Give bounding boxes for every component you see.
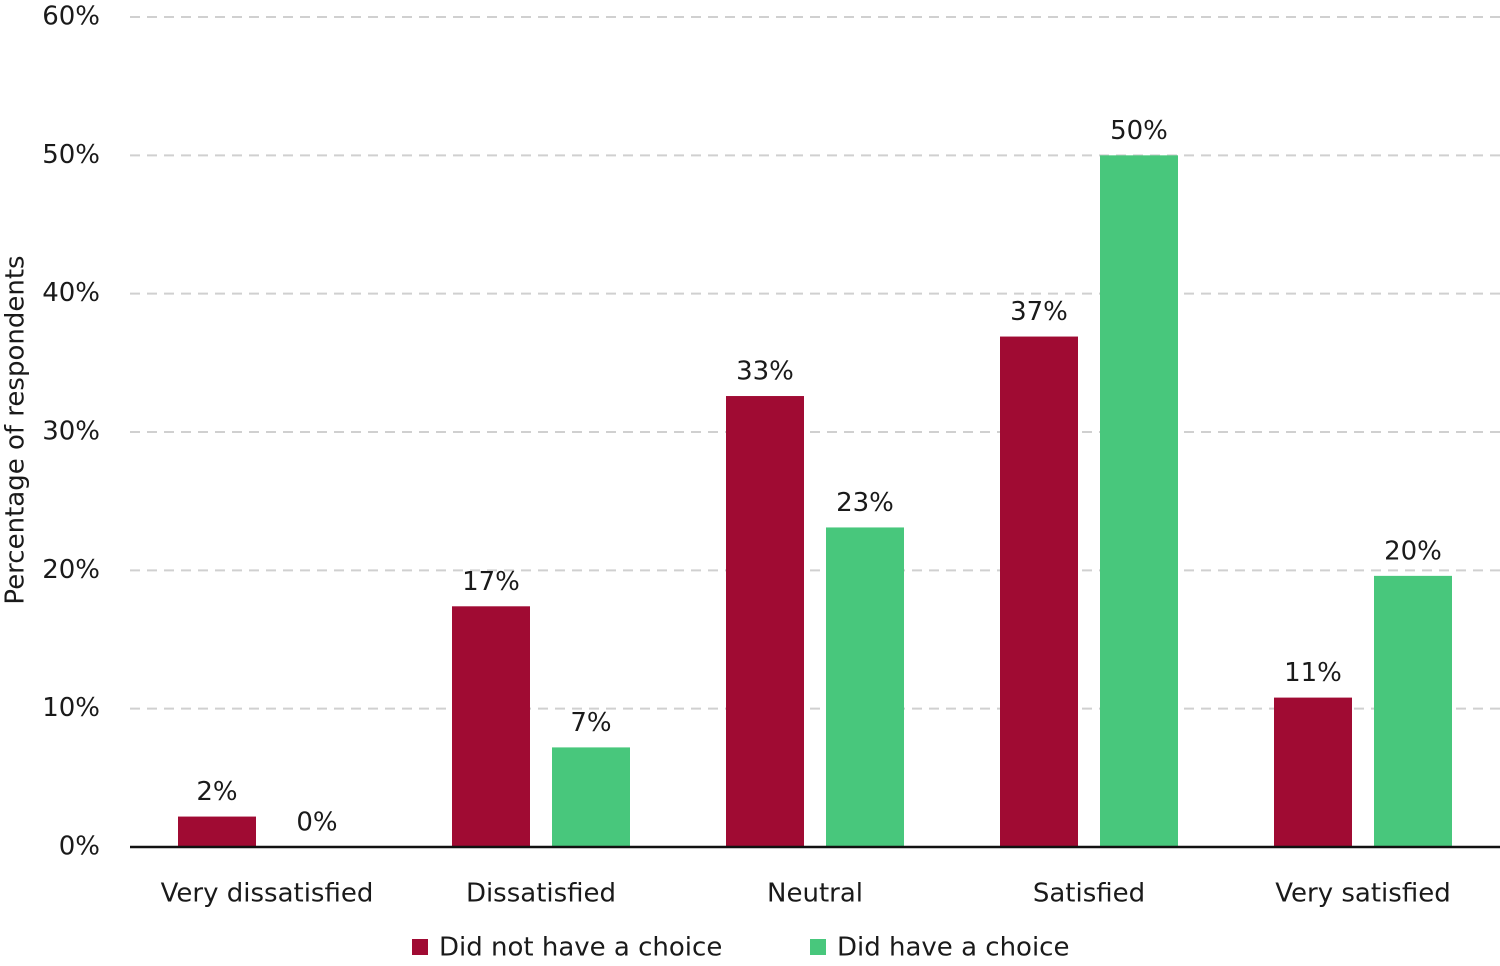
bar bbox=[1100, 155, 1178, 848]
bar bbox=[552, 747, 630, 847]
bar bbox=[1000, 336, 1078, 847]
y-tick-label: 0% bbox=[59, 832, 100, 862]
data-label: 11% bbox=[1284, 658, 1342, 688]
data-label: 33% bbox=[736, 357, 794, 387]
data-label: 37% bbox=[1010, 297, 1068, 327]
data-label: 23% bbox=[836, 488, 894, 518]
x-tick-label: Very satisfied bbox=[1275, 879, 1450, 909]
y-tick-label: 40% bbox=[42, 278, 100, 308]
y-tick-label: 20% bbox=[42, 555, 100, 585]
legend-label: Did have a choice bbox=[837, 933, 1069, 963]
y-axis-label: Percentage of respondents bbox=[1, 255, 31, 604]
x-tick-label: Satisfied bbox=[1033, 879, 1145, 909]
legend-swatch bbox=[810, 939, 826, 955]
bar bbox=[1374, 575, 1452, 847]
bar bbox=[1274, 697, 1352, 847]
data-label: 17% bbox=[462, 567, 520, 597]
y-tick-label: 10% bbox=[42, 693, 100, 723]
y-tick-label: 50% bbox=[42, 140, 100, 170]
x-tick-label: Dissatisfied bbox=[466, 879, 616, 909]
y-tick-label: 30% bbox=[42, 417, 100, 447]
bar bbox=[178, 816, 256, 847]
data-label: 7% bbox=[570, 708, 611, 738]
bar bbox=[726, 396, 804, 847]
x-tick-label: Neutral bbox=[767, 879, 863, 909]
data-label: 20% bbox=[1384, 536, 1442, 566]
data-label: 50% bbox=[1110, 116, 1168, 146]
data-label: 0% bbox=[296, 808, 337, 838]
x-tick-label: Very dissatisfied bbox=[161, 879, 374, 909]
bar bbox=[452, 606, 530, 847]
legend-swatch bbox=[412, 939, 428, 955]
bar bbox=[826, 527, 904, 847]
data-label: 2% bbox=[196, 777, 237, 807]
legend-label: Did not have a choice bbox=[439, 933, 722, 963]
y-tick-label: 60% bbox=[42, 2, 100, 32]
